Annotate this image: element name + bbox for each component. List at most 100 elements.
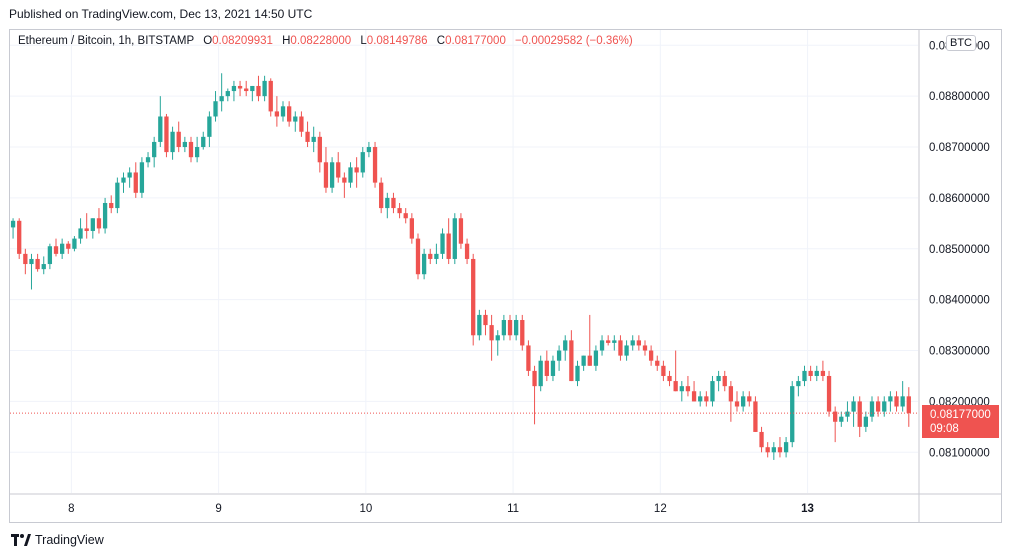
candle-body: [900, 396, 905, 407]
candle: [648, 345, 654, 366]
candle: [483, 309, 488, 336]
candle: [741, 391, 746, 412]
time-tick-label: 9: [215, 503, 221, 515]
candle-body: [458, 218, 464, 244]
legend-close-value: 0.08177000: [445, 35, 506, 47]
candle-body: [704, 396, 709, 402]
candle: [66, 241, 71, 254]
tradingview-logo[interactable]: TradingView: [11, 533, 104, 547]
candle: [299, 111, 304, 137]
candle: [851, 396, 856, 427]
candle-body: [366, 147, 372, 153]
chart-frame[interactable]: [9, 29, 1002, 523]
candle: [102, 197, 108, 234]
candle: [685, 375, 691, 397]
candle: [194, 136, 200, 163]
candle-body: [550, 360, 556, 376]
candle-body: [587, 355, 592, 366]
candle: [421, 248, 427, 280]
candle-body: [17, 220, 22, 254]
candle-body: [139, 162, 145, 193]
last-price-value: 0.08177000: [930, 409, 991, 421]
candle-body: [538, 360, 543, 387]
candle: [464, 238, 470, 265]
candle: [440, 228, 445, 259]
candle: [888, 391, 893, 412]
candle-body: [35, 258, 40, 270]
candle: [115, 177, 120, 214]
candle-body: [759, 431, 764, 448]
published-note: Published on TradingView.com, Dec 13, 20…: [9, 7, 313, 21]
candle-body: [514, 320, 519, 336]
price-tick-label: 0.08400000: [929, 295, 990, 307]
candle-body: [23, 253, 28, 265]
candle-body: [29, 258, 34, 265]
legend-symbol: Ethereum / Bitcoin, 1h, BITSTAMP: [18, 35, 194, 47]
candle-body: [710, 381, 715, 402]
candle-body: [403, 213, 408, 219]
candle: [728, 381, 734, 422]
candle-body: [84, 228, 89, 231]
candle-body: [176, 131, 181, 148]
candle: [158, 96, 163, 148]
candle: [78, 218, 83, 244]
candle-body: [256, 85, 261, 97]
candle: [127, 167, 132, 188]
time-tick-label: 8: [68, 503, 74, 515]
candle: [366, 141, 372, 158]
candle-body: [225, 91, 230, 97]
candle-body: [691, 391, 697, 402]
candle: [814, 365, 819, 382]
bar-countdown: 09:08: [930, 423, 959, 435]
legend-low-value: 0.08149786: [366, 35, 428, 47]
candle: [188, 136, 194, 163]
candle: [41, 256, 46, 275]
candle-body: [716, 375, 721, 382]
candle: [145, 152, 151, 168]
candle-body: [336, 162, 341, 178]
candle-body: [397, 208, 402, 214]
candle-body: [213, 101, 218, 117]
candle-body: [685, 386, 691, 392]
candle: [434, 243, 439, 265]
candle: [833, 406, 838, 443]
candle-body: [833, 411, 838, 422]
candle-body: [495, 335, 500, 341]
candle-body: [305, 131, 310, 142]
currency-badge[interactable]: BTC: [946, 35, 976, 51]
legend-change: −0.00029582 (−0.36%): [515, 35, 633, 47]
candle-body: [464, 243, 470, 259]
candle-body: [882, 401, 887, 412]
candle-body: [391, 197, 396, 209]
candle: [495, 330, 500, 356]
candle-body: [802, 370, 807, 382]
candle: [538, 355, 543, 392]
candle-body: [483, 314, 488, 326]
candle-body: [894, 396, 899, 407]
price-tick-label: 0.08300000: [929, 346, 990, 358]
candle-body: [440, 233, 445, 254]
candle-body: [244, 88, 249, 92]
candle: [587, 314, 592, 366]
candle: [360, 147, 365, 178]
candle-body: [655, 360, 660, 366]
candle: [489, 314, 494, 361]
candle-body: [434, 253, 439, 259]
time-axis-labels: 8 9 10 11 12 13: [68, 503, 814, 515]
candle-body: [698, 396, 703, 402]
candle: [544, 350, 549, 382]
time-tick-label: 10: [359, 503, 372, 515]
candle: [458, 213, 464, 249]
candle: [176, 121, 181, 153]
candle-body: [299, 116, 304, 132]
candle: [520, 314, 525, 351]
candle: [532, 365, 537, 425]
candle-body: [606, 340, 611, 343]
candle: [250, 85, 255, 102]
candle: [35, 253, 40, 272]
candle-body: [820, 370, 826, 376]
candle: [10, 218, 16, 239]
time-tick-label: 13: [801, 503, 814, 515]
candle: [642, 340, 648, 356]
